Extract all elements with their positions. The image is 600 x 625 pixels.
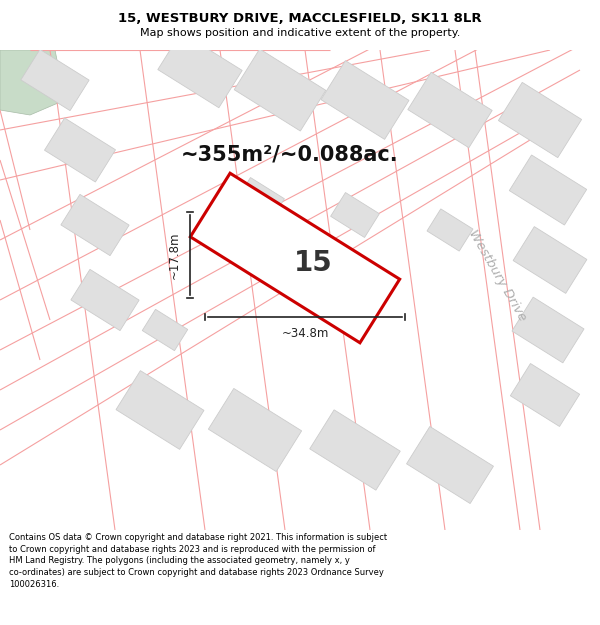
Text: ~34.8m: ~34.8m	[281, 327, 329, 340]
Polygon shape	[158, 32, 242, 108]
Text: Westbury Drive: Westbury Drive	[466, 227, 529, 323]
Polygon shape	[21, 49, 89, 111]
Polygon shape	[44, 118, 116, 182]
Polygon shape	[116, 371, 204, 449]
Polygon shape	[190, 173, 400, 342]
Text: 15: 15	[293, 249, 332, 277]
Polygon shape	[427, 209, 473, 251]
Polygon shape	[499, 82, 581, 158]
Polygon shape	[71, 269, 139, 331]
Polygon shape	[0, 50, 65, 115]
Polygon shape	[310, 410, 400, 490]
Polygon shape	[142, 309, 188, 351]
Text: 15, WESTBURY DRIVE, MACCLESFIELD, SK11 8LR: 15, WESTBURY DRIVE, MACCLESFIELD, SK11 8…	[118, 12, 482, 26]
Text: ~355m²/~0.088ac.: ~355m²/~0.088ac.	[181, 145, 399, 165]
Polygon shape	[208, 389, 302, 471]
Polygon shape	[61, 194, 129, 256]
Polygon shape	[509, 155, 587, 225]
Polygon shape	[234, 49, 326, 131]
Polygon shape	[321, 61, 409, 139]
Polygon shape	[408, 72, 492, 148]
Polygon shape	[236, 177, 284, 222]
Polygon shape	[407, 426, 493, 504]
Text: Contains OS data © Crown copyright and database right 2021. This information is : Contains OS data © Crown copyright and d…	[9, 533, 387, 589]
Polygon shape	[511, 364, 580, 426]
Polygon shape	[331, 192, 379, 238]
Polygon shape	[513, 227, 587, 293]
Text: ~17.8m: ~17.8m	[168, 231, 181, 279]
Text: Map shows position and indicative extent of the property.: Map shows position and indicative extent…	[140, 28, 460, 38]
Polygon shape	[512, 297, 584, 363]
